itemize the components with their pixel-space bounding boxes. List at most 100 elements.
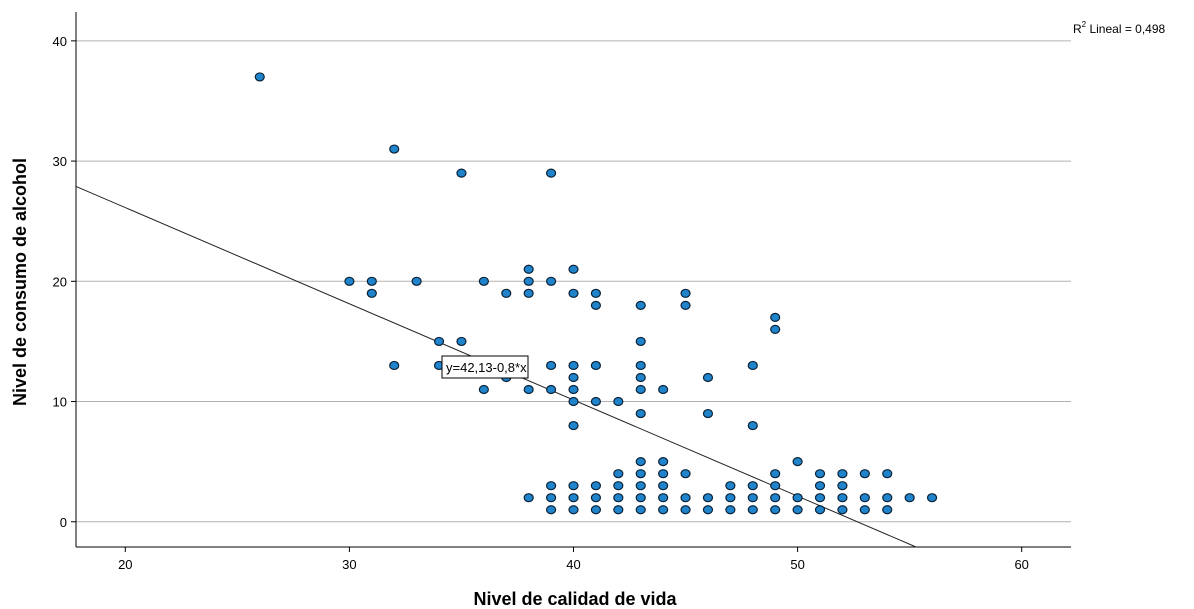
x-tick-label: 30	[342, 557, 356, 572]
data-point	[568, 493, 579, 503]
data-point	[523, 276, 534, 286]
data-point	[545, 168, 557, 178]
y-tick-label: 40	[53, 34, 67, 49]
data-point	[725, 481, 736, 491]
data-point	[770, 493, 781, 503]
y-tick-label: 30	[53, 154, 67, 169]
data-point	[747, 493, 758, 503]
data-point	[770, 469, 781, 479]
data-point	[568, 384, 579, 395]
data-point	[523, 288, 534, 298]
data-point	[837, 469, 848, 479]
data-point	[411, 276, 422, 286]
data-point	[568, 360, 579, 371]
data-point	[680, 469, 691, 479]
data-point	[545, 493, 557, 503]
data-point	[613, 493, 624, 503]
data-point	[702, 505, 714, 515]
data-point	[747, 420, 758, 431]
data-point	[389, 144, 400, 154]
data-point	[926, 493, 938, 503]
data-point	[635, 481, 646, 491]
data-point	[882, 469, 893, 479]
r2-label: R2 Lineal = 0,498	[1073, 20, 1166, 36]
data-point	[545, 276, 557, 286]
data-point	[635, 372, 646, 383]
data-point	[545, 360, 557, 371]
data-point	[433, 336, 445, 347]
data-point	[635, 469, 646, 479]
data-point	[814, 493, 826, 503]
data-point	[568, 420, 579, 431]
data-point	[904, 493, 915, 503]
x-tick-label: 50	[790, 557, 804, 572]
data-point	[702, 372, 714, 383]
data-point	[658, 384, 669, 395]
data-point	[523, 384, 534, 395]
data-point	[658, 481, 669, 491]
data-point	[545, 481, 557, 491]
data-points	[254, 72, 938, 515]
equation-label: y=42,13-0,8*x	[441, 355, 529, 379]
data-point	[635, 457, 646, 467]
x-axis-title: Nivel de calidad de vida	[473, 589, 677, 609]
data-point	[747, 481, 758, 491]
data-point	[859, 505, 870, 515]
data-point	[658, 493, 669, 503]
data-point	[568, 264, 579, 274]
data-point	[680, 505, 691, 515]
data-point	[770, 312, 781, 322]
data-point	[568, 481, 579, 491]
data-point	[680, 288, 691, 298]
data-point	[590, 300, 602, 310]
data-point	[523, 264, 534, 274]
data-point	[590, 493, 602, 503]
data-point	[501, 288, 512, 298]
data-point	[635, 300, 646, 310]
data-point	[635, 408, 646, 419]
data-point	[635, 505, 646, 515]
data-point	[456, 168, 467, 178]
data-point	[702, 493, 714, 503]
data-point	[254, 72, 265, 82]
y-tick-label: 20	[53, 274, 67, 289]
data-point	[456, 336, 467, 347]
x-tick-label: 20	[118, 557, 132, 572]
data-point	[590, 396, 602, 407]
data-point	[366, 288, 377, 298]
data-point	[478, 384, 489, 395]
data-point	[366, 276, 377, 286]
data-point	[568, 505, 579, 515]
data-point	[814, 505, 826, 515]
data-point	[613, 469, 624, 479]
data-point	[814, 469, 826, 479]
data-point	[837, 481, 848, 491]
y-tick-labels: 0 10 20 30 40	[53, 34, 76, 530]
data-point	[658, 505, 669, 515]
x-tick-labels: 20 30 40 50 60	[118, 547, 1029, 572]
data-point	[344, 276, 355, 286]
data-point	[859, 469, 870, 479]
data-point	[523, 493, 534, 503]
data-point	[814, 481, 826, 491]
data-point	[635, 336, 646, 347]
data-point	[882, 505, 893, 515]
data-point	[702, 408, 714, 419]
y-tick-label: 10	[53, 395, 67, 410]
x-tick-label: 40	[566, 557, 580, 572]
data-point	[545, 505, 557, 515]
data-point	[613, 396, 624, 407]
data-point	[770, 481, 781, 491]
data-point	[747, 360, 758, 371]
equation-box	[441, 355, 529, 379]
data-point	[590, 288, 602, 298]
data-point	[568, 396, 579, 407]
data-point	[837, 505, 848, 515]
data-point	[792, 457, 803, 467]
data-point	[613, 481, 624, 491]
r2-prefix: R	[1073, 22, 1082, 36]
data-point	[568, 288, 579, 298]
data-point	[590, 481, 602, 491]
r2-rest: Lineal = 0,498	[1086, 22, 1165, 36]
data-point	[658, 457, 669, 467]
